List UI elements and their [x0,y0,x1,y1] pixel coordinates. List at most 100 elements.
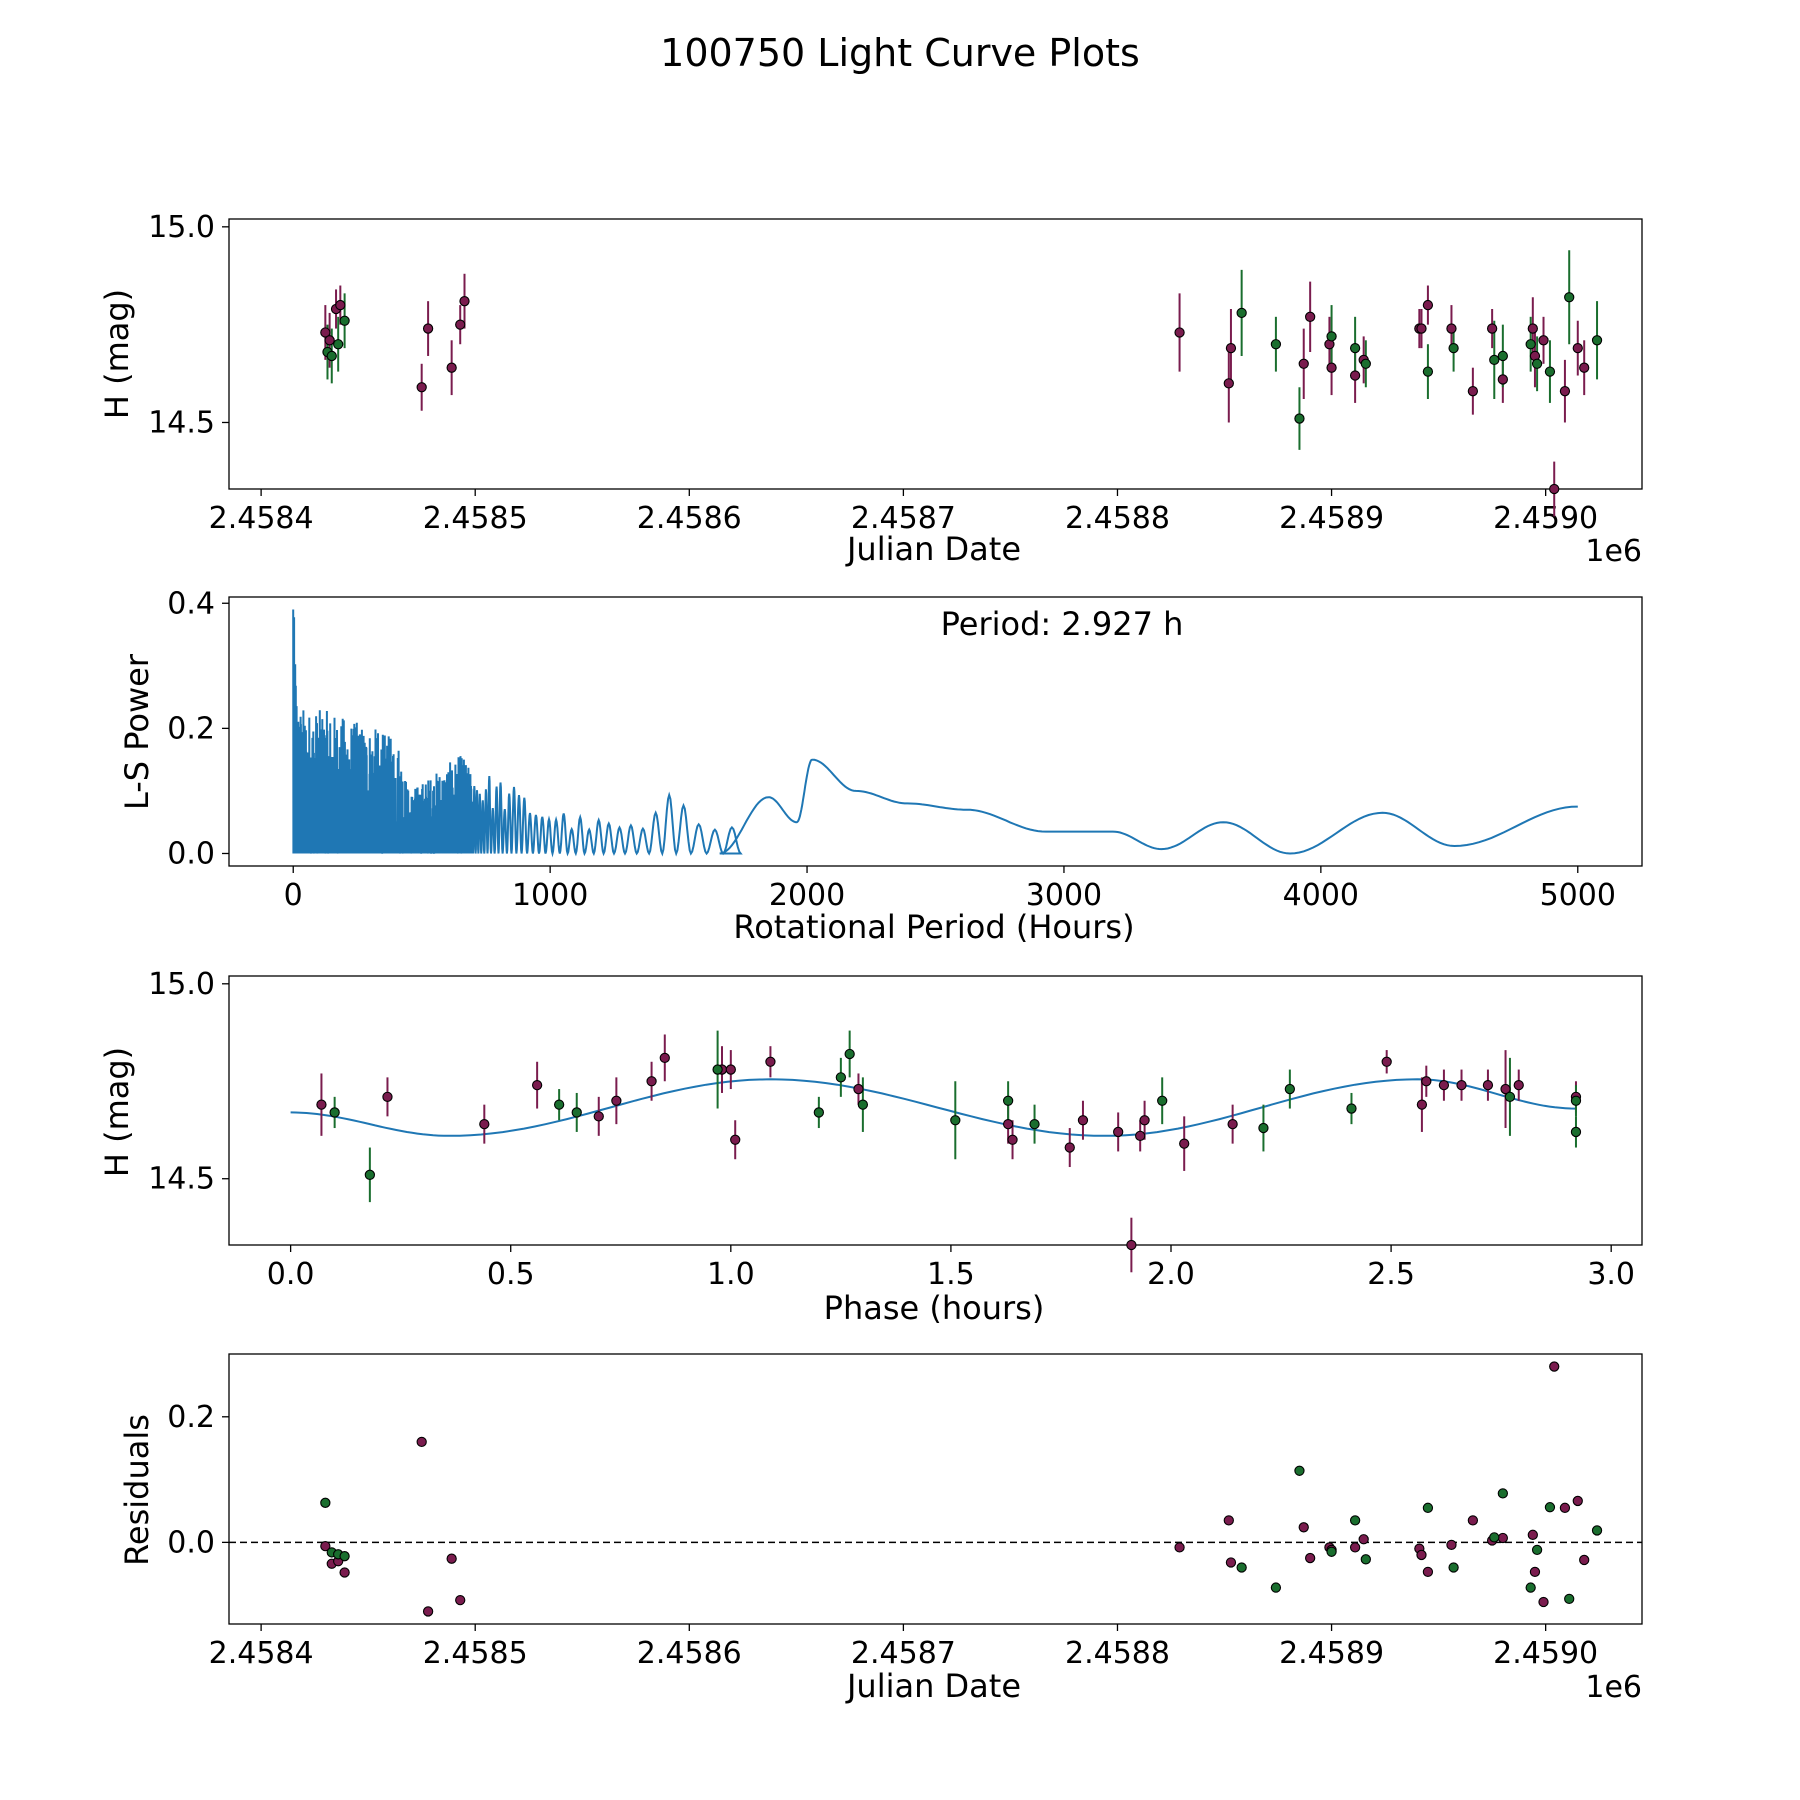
lightcurve-point-r [1467,386,1479,397]
residuals-point-g [1326,1546,1337,1557]
lightcurve-xtick-label: 2.4587 [851,501,956,536]
phased-point-g [364,1169,376,1180]
residuals-xtick-label: 2.4588 [1065,1636,1170,1671]
phased-xtick-label: 2.5 [1367,1257,1415,1292]
lightcurve-point-r [1559,386,1571,397]
residuals-point-r [1549,1361,1560,1372]
residuals-point-g [1531,1544,1543,1556]
phased-point-g [857,1099,869,1110]
residuals-point-r [1467,1515,1479,1526]
lightcurve-point-g [1270,339,1282,350]
lightcurve-point-r [1422,299,1434,311]
lightcurve-point-r [1549,483,1560,495]
residuals-point-r [339,1567,350,1578]
residuals-xtick-label: 2.4590 [1493,1636,1598,1671]
phased-point-g [813,1107,825,1118]
phased-point-g [553,1099,565,1110]
phased-point-g [329,1107,340,1118]
lightcurve-xtick-label: 2.4588 [1065,501,1170,536]
lightcurve-panel: Julian Date H (mag) 1e6 2.4584 2.4585 2.45… [98,210,1643,569]
lightcurve-point-g [1531,358,1543,369]
residuals-point-r [446,1553,457,1564]
residuals-point-r [1579,1554,1590,1566]
residuals-point-r [1305,1552,1316,1564]
phased-point-r [1135,1130,1146,1141]
residuals-point-r [416,1436,427,1448]
lightcurve-point-r [1527,323,1538,334]
lightcurve-point-g [1236,307,1247,319]
lightcurve-point-g [1489,354,1500,366]
lightcurve-point-g [1422,366,1434,377]
residuals-point-r [1527,1529,1538,1540]
phased-point-g [1570,1095,1582,1106]
lightcurve-ytick-label: 14.5 [148,405,215,440]
phased-point-r [765,1056,776,1067]
phased-point-r [1002,1118,1014,1130]
lightcurve-point-g [1544,366,1556,377]
phased-panel: Phase (hours) H (mag) 0.0 0.5 1.0 1.5 2.0 2.5… [98,967,1643,1327]
residuals-point-g [339,1551,350,1562]
residuals-point-r [1349,1542,1361,1553]
residuals-xtick-label: 2.4584 [209,1636,314,1671]
residuals-point-g [1489,1532,1500,1543]
lightcurve-xtick-label: 2.4590 [1493,501,1598,536]
periodogram-ytick-label: 0.0 [167,836,215,871]
periodogram-xtick-label: 4000 [1283,878,1359,913]
residuals-point-g [1422,1502,1434,1513]
lightcurve-point-r [1305,311,1316,322]
phased-point-r [1007,1134,1018,1145]
residuals-point-g [1236,1562,1247,1573]
lightcurve-point-g [1360,358,1371,369]
phased-point-r [1500,1083,1511,1095]
phased-xtick-label: 3.0 [1587,1257,1635,1292]
phased-xtick-label: 0.5 [487,1257,535,1292]
phased-point-r [646,1076,657,1087]
residuals-xtick-label: 2.4585 [423,1636,528,1671]
residuals-point-g [1294,1465,1305,1476]
periodogram-xtick-label: 5000 [1540,878,1616,913]
phased-point-r [1416,1099,1428,1110]
phased-point-g [950,1115,961,1126]
lightcurve-point-g [1591,335,1603,346]
phased-point-r [1064,1142,1075,1153]
phased-point-g [1504,1091,1516,1103]
phased-point-r [1126,1239,1137,1251]
phased-point-r [1077,1115,1089,1126]
lightcurve-point-r [459,296,470,307]
periodogram-xtick-label: 1000 [512,878,588,913]
periodogram-ylabel: L-S Power [118,653,156,810]
phased-xtick-label: 1.5 [927,1257,975,1292]
lightcurve-point-r [422,323,434,334]
residuals-axes-frame [228,1353,1643,1625]
lightcurve-point-g [1525,339,1536,350]
lightcurve-xtick-label: 2.4586 [637,501,742,536]
residuals-point-r [1446,1539,1457,1551]
phased-point-r [611,1095,622,1106]
phased-ylabel: H (mag) [98,1047,136,1177]
lightcurve-point-g [1564,292,1575,303]
lightcurve-point-r [1579,362,1590,373]
phased-point-r [853,1083,864,1095]
residuals-point-r [1538,1596,1549,1608]
lightcurve-point-r [324,335,335,346]
residuals-xlabel: Julian Date [845,1667,1021,1705]
lightcurve-point-g [339,315,350,326]
residuals-point-g [1525,1582,1536,1593]
lightcurve-point-r [335,299,346,311]
phased-point-r [1513,1080,1524,1091]
lightcurve-point-r [1225,342,1237,354]
lightcurve-ytick-label: 15.0 [148,210,215,245]
residuals-panel: Julian Date Residuals 1e6 2.4584 2.4585 2.… [118,1353,1643,1705]
phased-point-r [1438,1080,1450,1091]
phased-point-r [725,1064,736,1075]
phased-point-r [382,1091,393,1103]
phased-xlabel: Phase (hours) [824,1289,1045,1327]
periodogram-xtick-label: 0 [284,878,303,913]
residuals-ytick-label: 0.0 [167,1525,215,1560]
phased-point-r [1381,1056,1392,1067]
residuals-point-g [320,1497,331,1508]
residuals-point-g [1497,1488,1508,1499]
periodogram-power-line [292,609,1578,858]
phased-point-g [1002,1095,1014,1106]
